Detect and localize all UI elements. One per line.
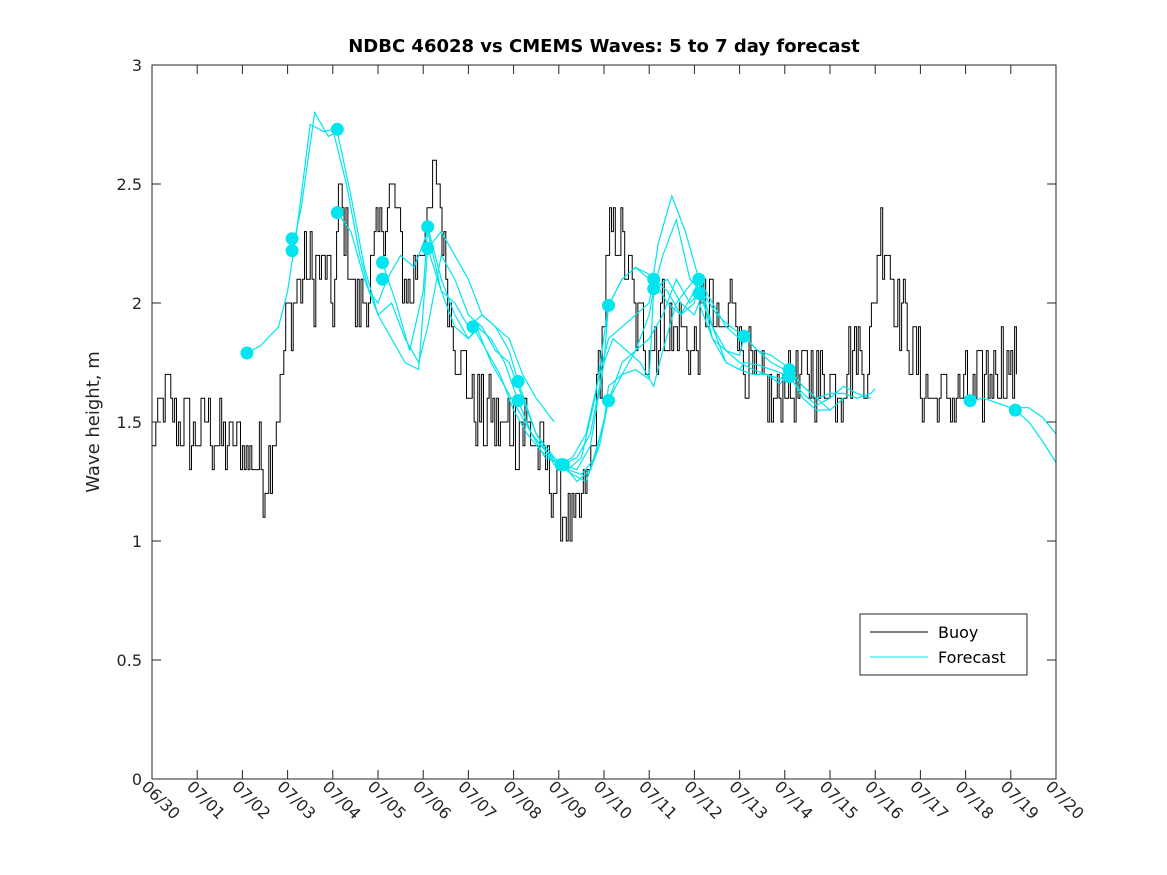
forecast-line-10 (653, 278, 871, 407)
forecast-marker (647, 282, 661, 296)
forecast-marker (692, 272, 706, 286)
forecast-line-7 (517, 277, 831, 483)
legend-buoy-label: Buoy (938, 623, 978, 642)
legend-box (859, 613, 1028, 676)
forecast-marker (466, 320, 480, 334)
y-axis-ticks: 0 0.5 1 1.5 2 2.5 3 (117, 56, 1056, 789)
forecast-marker (963, 394, 977, 408)
forecast-marker (511, 375, 525, 388)
forecast-marker (737, 329, 751, 343)
buoy-line (152, 159, 1017, 542)
forecast-marker (692, 287, 706, 300)
y-tick-label: 0.5 (117, 651, 142, 670)
forecast-marker (1008, 403, 1022, 417)
forecast-marker (240, 346, 254, 360)
forecast-marker (556, 458, 570, 472)
forecast-marker (330, 206, 344, 220)
y-tick-label: 0 (132, 770, 142, 789)
forecast-marker (511, 394, 525, 408)
forecast-marker (647, 272, 661, 286)
buoy-series (152, 159, 1017, 542)
forecast-marker (285, 244, 299, 258)
forecast-marker (285, 232, 299, 246)
y-tick-label: 1 (132, 532, 142, 551)
forecast-marker (602, 394, 615, 408)
chart-title: NDBC 46028 vs CMEMS Waves: 5 to 7 day fo… (348, 36, 860, 57)
forecast-marker (602, 298, 615, 312)
forecast-marker (376, 256, 389, 269)
y-axis-label: Wave height, m (83, 351, 104, 492)
forecast-marker (421, 220, 435, 234)
y-tick-label: 2 (132, 294, 142, 313)
forecast-marker (376, 272, 389, 286)
legend-forecast-label: Forecast (938, 648, 1006, 667)
y-tick-label: 3 (132, 56, 142, 75)
forecast-marker (330, 122, 344, 136)
y-tick-label: 1.5 (117, 413, 142, 432)
legend: Buoy Forecast (859, 613, 1028, 676)
y-tick-label: 2.5 (117, 175, 142, 194)
forecast-markers (240, 122, 1022, 472)
forecast-marker (421, 241, 435, 255)
forecast-marker (782, 370, 796, 384)
forecast-line-12 (1015, 407, 1057, 435)
forecast-line-5 (427, 217, 745, 483)
